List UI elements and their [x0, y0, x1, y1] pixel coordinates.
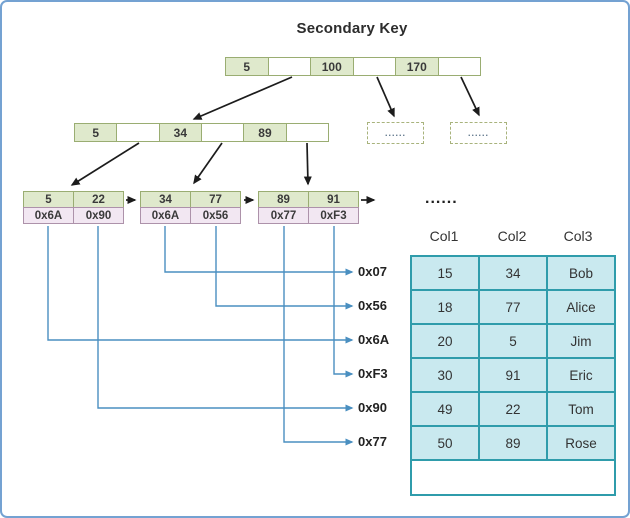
address-label: 0x6A [358, 332, 390, 347]
table-cell: 91 [478, 357, 548, 393]
leaf-pointer-cell: 0x56 [190, 207, 241, 224]
table-row: 49 22 Tom [410, 391, 616, 427]
root-key-cell: 5 [225, 57, 269, 76]
table-cell: 18 [410, 289, 480, 325]
leaf-pointer-cell: 0xF3 [308, 207, 359, 224]
leaf-key-cell: 34 [140, 191, 191, 208]
column-header: Col1 [429, 228, 459, 244]
address-label: 0xF3 [358, 366, 388, 381]
table-cell: Tom [546, 391, 616, 427]
dotted-node: ...... [450, 122, 507, 144]
data-table: 15 34 Bob 18 77 Alice 20 5 Jim 30 91 Eri… [410, 255, 616, 496]
table-cell: 34 [478, 255, 548, 291]
root-pointer-cell [352, 57, 396, 76]
arrow-root-to-internal [192, 76, 293, 120]
address-label: 0x56 [358, 298, 387, 313]
arrow-internal-to-leaf-3 [303, 142, 312, 186]
table-row: 15 34 Bob [410, 255, 616, 291]
internal-node: 5 34 89 [74, 123, 329, 142]
leaf-pointer-row: 0x77 0xF3 [258, 207, 360, 224]
table-row: 18 77 Alice [410, 289, 616, 325]
leaf-pointer-cell: 0x90 [73, 207, 124, 224]
root-pointer-cell [437, 57, 481, 76]
table-cell: Rose [546, 425, 616, 461]
connector-to-0x6A [47, 226, 354, 344]
internal-key-cell: 5 [74, 123, 118, 142]
connector-to-0x56 [215, 226, 354, 310]
table-cell: 20 [410, 323, 480, 359]
table-cell: 50 [410, 425, 480, 461]
table-cell: 15 [410, 255, 480, 291]
root-key-cell: 100 [310, 57, 354, 76]
arrow-root-to-dotted-1 [376, 76, 395, 118]
leaf-key-cell: 89 [258, 191, 309, 208]
arrow-internal-to-leaf-1 [70, 142, 140, 186]
leaf-key-row: 89 91 [258, 191, 360, 208]
table-cell: 30 [410, 357, 480, 393]
address-label: 0x07 [358, 264, 387, 279]
table-row: 50 89 Rose [410, 425, 616, 461]
arrow-internal-to-leaf-2 [193, 142, 223, 185]
address-label: 0x77 [358, 434, 387, 449]
internal-key-cell: 89 [243, 123, 287, 142]
empty-table-row [410, 459, 616, 496]
leaf-pointer-cell: 0x6A [140, 207, 191, 224]
leaf-key-cell: 5 [23, 191, 74, 208]
internal-key-cell: 34 [158, 123, 202, 142]
table-row: 30 91 Eric [410, 357, 616, 393]
leaf-key-cell: 77 [190, 191, 241, 208]
root-pointer-cell [267, 57, 311, 76]
internal-pointer-cell [285, 123, 329, 142]
table-cell: 22 [478, 391, 548, 427]
leaf-pointer-row: 0x6A 0x90 [23, 207, 125, 224]
connector-to-0x90 [97, 226, 354, 412]
leaf-node: 34 77 0x6A 0x56 [140, 191, 242, 224]
dotted-node: ...... [367, 122, 424, 144]
address-label: 0x90 [358, 400, 387, 415]
internal-pointer-cell [200, 123, 245, 142]
column-header: Col3 [563, 228, 593, 244]
table-cell: Eric [546, 357, 616, 393]
connector-to-0xF3 [333, 226, 354, 378]
table-row [410, 459, 616, 496]
diagram-title: Secondary Key [296, 20, 408, 37]
leaf-key-row: 34 77 [140, 191, 242, 208]
table-cell: 89 [478, 425, 548, 461]
internal-pointer-cell [116, 123, 160, 142]
table-cell: 5 [478, 323, 548, 359]
table-row: 20 5 Jim [410, 323, 616, 359]
leaf-key-row: 5 22 [23, 191, 125, 208]
table-cell: 49 [410, 391, 480, 427]
leaf-pointer-cell: 0x77 [258, 207, 309, 224]
table-cell: Alice [546, 289, 616, 325]
root-key-cell: 170 [395, 57, 439, 76]
connector-to-0x77 [283, 226, 354, 446]
leaf-ellipsis: ...... [425, 190, 458, 207]
leaf-node: 89 91 0x77 0xF3 [258, 191, 360, 224]
leaf-key-cell: 91 [308, 191, 359, 208]
leaf-pointer-row: 0x6A 0x56 [140, 207, 242, 224]
column-header: Col2 [497, 228, 527, 244]
table-cell: Bob [546, 255, 616, 291]
root-node: 5 100 170 [225, 57, 481, 76]
leaf-key-cell: 22 [73, 191, 124, 208]
table-cell: Jim [546, 323, 616, 359]
table-cell: 77 [478, 289, 548, 325]
leaf-pointer-cell: 0x6A [23, 207, 74, 224]
leaf-node: 5 22 0x6A 0x90 [23, 191, 125, 224]
arrow-root-to-dotted-2 [460, 76, 480, 117]
connector-to-0x07 [164, 226, 354, 276]
